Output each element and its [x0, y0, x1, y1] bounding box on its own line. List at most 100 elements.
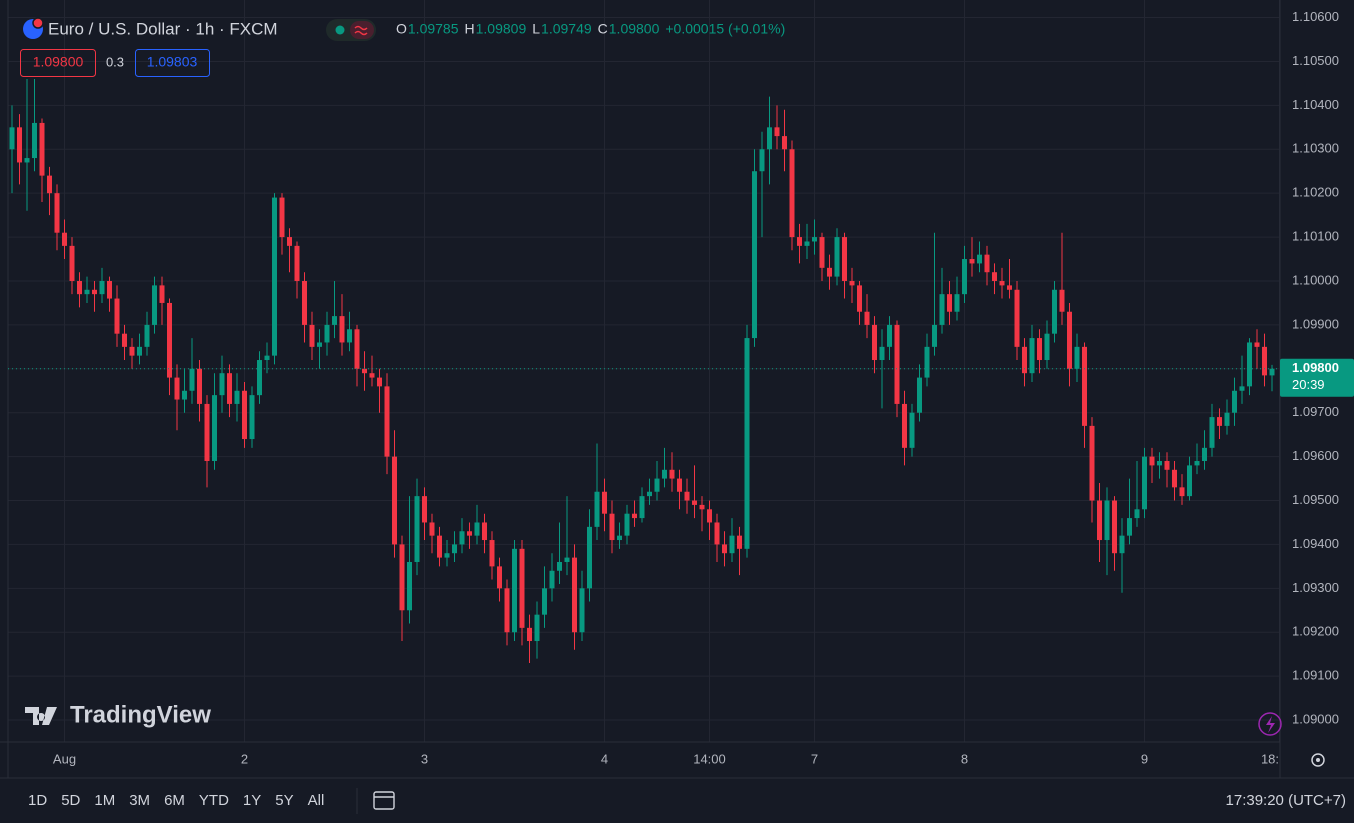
clock[interactable]: 17:39:20 (UTC+7) — [1226, 792, 1346, 809]
bar-countdown: 20:39 — [1292, 377, 1325, 392]
last-price-box — [1280, 358, 1354, 397]
candle-body — [542, 588, 547, 615]
candle-body — [234, 390, 240, 404]
candle-body — [129, 346, 135, 356]
candle-body — [1119, 535, 1125, 554]
candle-body — [519, 548, 525, 628]
candle-body — [279, 197, 285, 238]
candle-body — [647, 491, 652, 497]
ohlc-label: L — [532, 21, 540, 37]
candle-body — [302, 280, 307, 325]
candle-body — [249, 395, 255, 440]
buy-button[interactable] — [135, 49, 210, 77]
range-button[interactable]: 1D — [28, 792, 47, 809]
sell-price: 1.09800 — [33, 54, 84, 70]
range-button[interactable]: 1Y — [243, 792, 261, 809]
candle-body — [369, 373, 375, 378]
candle-body — [1187, 465, 1192, 497]
range-button[interactable]: 1M — [94, 792, 115, 809]
candle-body — [399, 544, 405, 611]
candle-body — [459, 531, 465, 545]
candle-body — [677, 478, 682, 492]
candle-body — [159, 285, 165, 303]
candle-body — [1142, 456, 1147, 510]
candle-body — [167, 302, 172, 378]
candle-body — [699, 504, 705, 510]
candle-body — [827, 267, 832, 277]
date-range-icon[interactable] — [373, 791, 395, 810]
candle-body — [272, 197, 277, 356]
candle-body — [789, 149, 795, 238]
range-button[interactable]: 6M — [164, 792, 185, 809]
candle-body — [834, 237, 840, 277]
candle-body — [1007, 285, 1012, 290]
candle-body — [54, 193, 60, 233]
candle-body — [692, 500, 697, 505]
sell-button[interactable] — [20, 49, 96, 77]
y-tick-label: 1.09200 — [1292, 624, 1339, 639]
candle-body — [879, 346, 885, 361]
range-button[interactable]: 5D — [61, 792, 80, 809]
candle-body — [77, 280, 82, 295]
candle-body — [144, 324, 150, 347]
candle-body — [639, 496, 645, 519]
candle-body — [24, 158, 30, 163]
candle-body — [467, 531, 472, 536]
candle-body — [744, 338, 750, 549]
range-button[interactable]: All — [308, 792, 325, 809]
candle-body — [152, 285, 157, 325]
y-tick-label: 1.09400 — [1292, 536, 1339, 551]
x-tick-label: 4 — [601, 751, 608, 766]
candle-body — [564, 557, 570, 562]
candle-body — [737, 535, 742, 549]
settings-icon[interactable] — [1311, 753, 1325, 767]
candle-body — [1134, 509, 1140, 519]
candle-body — [924, 346, 930, 378]
candle-body — [954, 294, 960, 312]
candle-body — [774, 127, 780, 137]
ohlc-legend: O 1.09785 H 1.09809 L 1.09749 C 1.09800 +0.00015… — [396, 21, 785, 37]
candle-body — [654, 478, 660, 492]
range-button[interactable]: 3M — [129, 792, 150, 809]
candle-body — [504, 588, 510, 633]
candle-body — [1037, 338, 1042, 361]
candle-body — [512, 548, 517, 633]
candle-body — [309, 324, 315, 347]
candle-body — [729, 535, 735, 554]
candle-body — [407, 561, 412, 611]
candle-body — [684, 491, 690, 501]
candle-body — [354, 329, 360, 369]
candle-body — [887, 324, 892, 347]
candle-body — [99, 280, 105, 295]
candle-body — [984, 254, 990, 273]
candle-body — [1209, 417, 1215, 448]
candle-body — [489, 540, 495, 567]
y-tick-label: 1.09000 — [1292, 711, 1339, 726]
candle-body — [257, 360, 262, 396]
range-button[interactable]: YTD — [199, 792, 229, 809]
y-tick-label: 1.10400 — [1292, 97, 1339, 112]
candle-body — [17, 127, 22, 163]
x-tick-label: 14:00 — [693, 751, 726, 766]
candle-body — [422, 496, 427, 523]
symbol-icon-flag — [32, 17, 44, 29]
candle-body — [527, 627, 532, 642]
candle-body — [1217, 417, 1222, 426]
candle-body — [632, 513, 637, 519]
candle-body — [782, 136, 787, 150]
symbol-title[interactable]: Euro / U.S. Dollar · 1h · FXCM — [48, 19, 278, 38]
candle-body — [69, 245, 75, 281]
alert-icon[interactable] — [1258, 712, 1282, 736]
candle-body — [714, 522, 720, 545]
candles — [9, 79, 1275, 663]
range-button[interactable]: 5Y — [275, 792, 293, 809]
ohlc-value: 1.09800 — [609, 21, 660, 37]
last-price-label: 1.09800 — [1292, 360, 1339, 375]
candle-body — [1067, 311, 1072, 369]
candle-body — [429, 522, 435, 536]
candle-body — [534, 614, 540, 642]
candle-body — [932, 324, 937, 347]
candle-body — [1239, 386, 1245, 391]
